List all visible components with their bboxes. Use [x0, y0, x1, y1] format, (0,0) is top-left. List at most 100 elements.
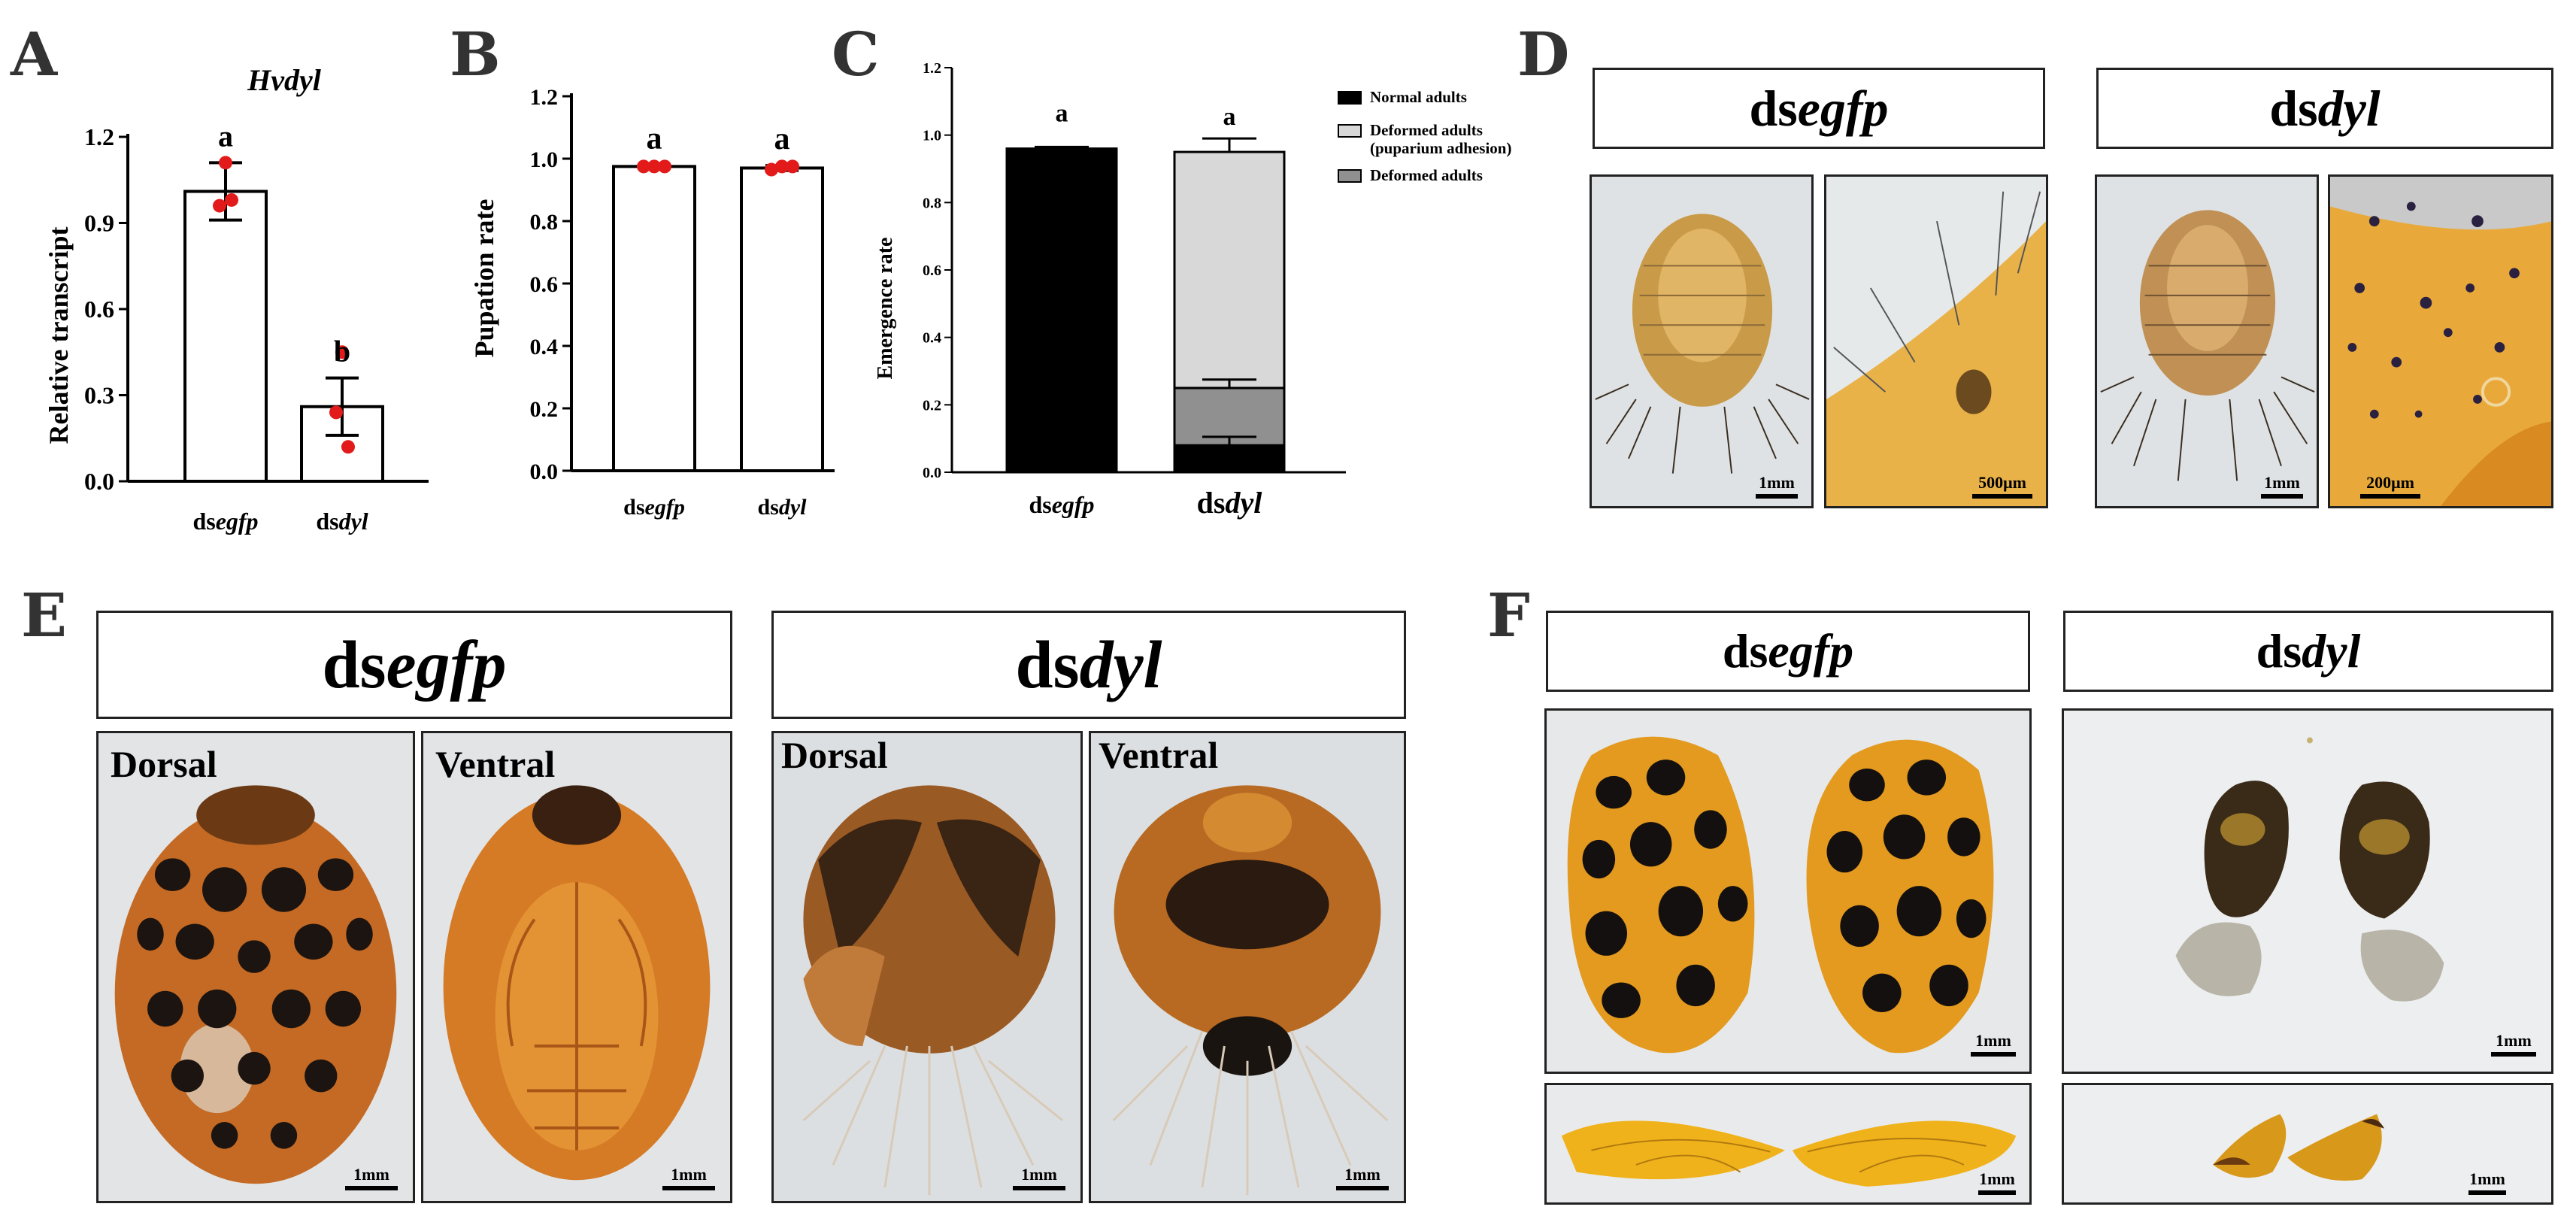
data-point	[658, 159, 671, 174]
panel-d-header-dyl: ds dyl	[2096, 68, 2553, 149]
chart-b-ylabel: Pupation rate	[469, 199, 499, 357]
data-point	[775, 159, 789, 174]
y-tick-label: 0.3	[84, 382, 114, 409]
panel-label-f: F	[1487, 580, 1530, 650]
legend-label: Deformed adults	[1370, 121, 1483, 139]
scale-bar-label: 1mm	[1979, 1169, 2015, 1188]
larva-illustration	[2100, 210, 2315, 481]
scale-bar-label: 1mm	[2264, 473, 2300, 492]
chart-a-title: Hvdyl	[247, 63, 322, 97]
y-tick-label: 1.2	[84, 123, 114, 150]
significance-letter: a	[647, 121, 662, 156]
scale-bar: 1mm	[1971, 1031, 2016, 1057]
scale-bar-label: 1mm	[1021, 1165, 1057, 1184]
panel-f-header-dyl: ds dyl	[2063, 611, 2553, 692]
significance-letter: a	[1223, 103, 1236, 131]
view-label-dorsal: Dorsal	[781, 734, 888, 776]
panel-label-e: E	[21, 580, 67, 650]
header-gene: egfp	[386, 627, 507, 702]
wings-illustration	[1561, 1120, 2017, 1187]
y-tick-label: 0.2	[923, 397, 941, 414]
y-tick-label: 0.0	[84, 468, 114, 495]
data-point	[329, 405, 343, 420]
panel-label-c: C	[832, 19, 880, 89]
y-tick-label: 1.2	[923, 60, 941, 77]
bar-dsdyl-deformed-adults-puparium-adhesion-	[1173, 150, 1286, 390]
x-tick-label-dsdyl: dsdyl	[1197, 486, 1263, 520]
header-prefix: ds	[1722, 624, 1768, 678]
elytra-illustration	[1567, 736, 1994, 1054]
bar-dsegfp	[612, 165, 696, 472]
scale-bar: 1mm	[1756, 473, 1798, 499]
x-tick-label-dsdyl: dsdyl	[757, 495, 807, 520]
header-prefix: ds	[1749, 79, 1798, 137]
header-gene: egfp	[1768, 624, 1854, 678]
y-tick-label: 0.0	[530, 459, 559, 484]
photo-d-egfp-closeup: 500μm	[1824, 174, 2048, 508]
scale-bar: 1mm	[2468, 1169, 2506, 1195]
x-tick-label-dsegfp: dsegfp	[192, 508, 258, 535]
y-tick-label: 0.6	[530, 272, 559, 297]
x-tick-label-dsegfp: dsegfp	[1029, 491, 1094, 518]
legend-swatch	[1338, 91, 1362, 105]
header-prefix: ds	[1015, 627, 1080, 702]
beetle-illustration	[802, 785, 1064, 1196]
scale-bar-label: 500μm	[1978, 473, 2026, 492]
header-prefix: ds	[322, 627, 386, 702]
legend-label: Normal adults	[1370, 88, 1467, 106]
scale-bar-label: 200μm	[2366, 473, 2414, 492]
scale-bar: 500μm	[1972, 473, 2032, 499]
panel-d-header-egfp: ds egfp	[1593, 68, 2045, 149]
scale-bar-label: 1mm	[671, 1165, 707, 1184]
scale-bar: 1mm	[1336, 1165, 1389, 1190]
y-tick-label: 0.2	[530, 397, 559, 422]
y-tick-label: 1.0	[923, 128, 941, 144]
photo-f-egfp-wings: 1mm	[1544, 1083, 2032, 1205]
panel-e-header-dyl: ds dyl	[771, 611, 1406, 719]
scale-bar: 200μm	[2360, 473, 2420, 499]
y-tick-label: 1.2	[530, 85, 559, 110]
y-tick-label: 0.4	[530, 335, 559, 359]
bar-dsegfp	[183, 190, 268, 483]
beetle-illustration	[114, 785, 397, 1184]
y-tick-label: 0.0	[923, 465, 941, 481]
header-gene: dyl	[2317, 79, 2381, 137]
data-point	[213, 199, 226, 213]
header-gene: dyl	[1079, 627, 1162, 702]
data-point	[225, 193, 238, 207]
data-point	[647, 159, 661, 174]
photo-d-dyl-larva: 1mm	[2095, 174, 2319, 508]
scale-bar: 1mm	[2491, 1031, 2536, 1057]
photo-e-egfp-ventral: Ventral 1mm	[421, 731, 732, 1203]
bar-dsegfp-normal-adults	[1005, 147, 1118, 474]
header-prefix: ds	[2269, 79, 2318, 137]
data-point	[765, 162, 778, 177]
scale-bar-label: 1mm	[353, 1165, 389, 1184]
scale-bar-label: 1mm	[1344, 1165, 1380, 1184]
y-tick-label: 0.8	[530, 210, 559, 235]
bar-dsdyl	[740, 166, 824, 472]
bar-dsdyl-normal-adults	[1173, 444, 1286, 474]
larva-illustration	[1595, 214, 1810, 474]
header-prefix: ds	[2256, 624, 2302, 678]
x-tick-label-dsdyl: dsdyl	[316, 508, 368, 535]
panel-label-b: B	[450, 19, 501, 89]
legend-label: (puparium adhesion)	[1370, 139, 1511, 157]
y-tick-label: 1.0	[530, 147, 559, 172]
header-gene: dyl	[2302, 624, 2361, 678]
scale-bar-label: 1mm	[1759, 473, 1795, 492]
view-label-dorsal: Dorsal	[111, 743, 217, 785]
significance-letter: a	[774, 122, 790, 156]
x-tick-label-dsegfp: dsegfp	[623, 495, 685, 520]
legend-swatch	[1338, 169, 1362, 183]
significance-letter: a	[218, 119, 233, 153]
photo-e-egfp-dorsal: Dorsal 1mm	[96, 731, 415, 1203]
scale-bar: 1mm	[2261, 473, 2303, 499]
chart-a-ylabel: Relative transcript	[44, 227, 74, 444]
view-label-ventral: Ventral	[1099, 734, 1219, 776]
panel-label-d: D	[1517, 19, 1570, 89]
scale-bar: 1mm	[345, 1165, 398, 1190]
y-tick-label: 0.6	[923, 262, 941, 279]
scale-bar-label: 1mm	[2496, 1031, 2532, 1050]
photo-f-egfp-elytra: 1mm	[1544, 708, 2032, 1074]
